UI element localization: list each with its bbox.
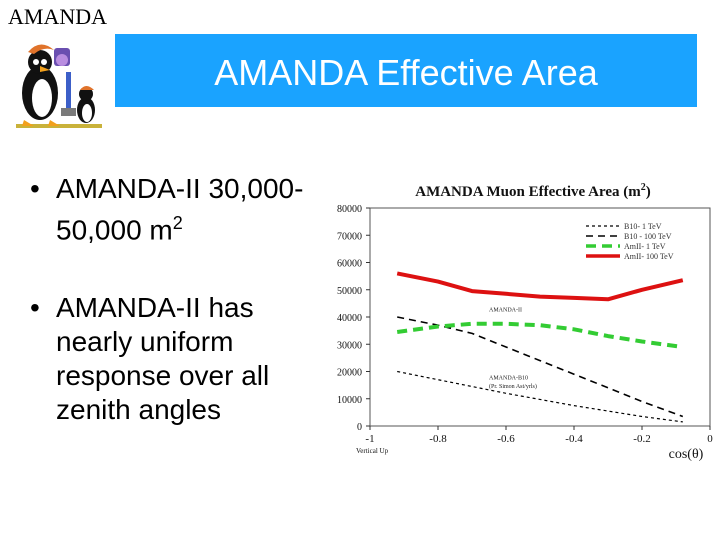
series-line — [397, 370, 683, 423]
x-tick-label: -0.4 — [565, 433, 583, 445]
legend-label: AmII- 1 TeV — [624, 242, 666, 251]
chart-title: AMANDA Muon Effective Area (m2) — [415, 182, 651, 200]
x-tick-label: -1 — [365, 433, 374, 445]
y-tick-label: 60000 — [337, 259, 362, 270]
y-tick-label: 80000 — [337, 204, 362, 215]
x-tick-label: -0.2 — [633, 433, 650, 445]
bullet-text: AMANDA-II 30,000-50,000 m — [56, 173, 304, 246]
chart-annotation: (Pr. Simon Ast/yrls) — [489, 383, 537, 390]
y-tick-label: 20000 — [337, 368, 362, 379]
x-tick-label: -0.8 — [429, 433, 447, 445]
y-tick-label: 40000 — [337, 313, 362, 324]
x-tick-label: 0 — [707, 433, 713, 445]
effective-area-chart: AMANDA Muon Effective Area (m2) cos(θ) V… — [337, 182, 713, 462]
legend-label: B10- 1 TeV — [624, 222, 662, 231]
y-tick-label: 10000 — [337, 395, 362, 406]
series-line — [396, 321, 684, 349]
series-line — [396, 271, 684, 302]
penguin-logo — [16, 44, 102, 128]
y-tick-label: 0 — [357, 422, 362, 433]
y-tick-label: 70000 — [337, 231, 362, 242]
bullet-superscript: 2 — [172, 213, 183, 233]
legend-label: B10 - 100 TeV — [624, 232, 672, 241]
x-axis-label: cos(θ) — [669, 447, 704, 462]
chart-annotation: AMANDA-II — [489, 308, 522, 314]
corner-label: AMANDA — [8, 4, 107, 29]
bullet-dot: • — [30, 173, 40, 204]
title-banner: AMANDA Effective Area — [115, 34, 697, 107]
slide-title: AMANDA Effective Area — [214, 52, 598, 93]
chart-annotation: AMANDA-B10 — [489, 376, 528, 382]
legend-label: AmII- 100 TeV — [624, 252, 674, 261]
x-tick-label: -0.6 — [497, 433, 515, 445]
y-tick-label: 50000 — [337, 286, 362, 297]
bullet-list: • AMANDA-II 30,000-50,000 m2 • AMANDA-II… — [30, 172, 320, 471]
bullet-item: • AMANDA-II has nearly uniform response … — [30, 291, 320, 427]
bullet-text: AMANDA-II has nearly uniform response ov… — [56, 292, 270, 426]
bullet-item: • AMANDA-II 30,000-50,000 m2 — [30, 172, 320, 247]
x-axis-vertical-up-label: Vertical Up — [356, 447, 389, 455]
series-line — [397, 316, 684, 418]
bullet-dot: • — [30, 292, 40, 324]
y-tick-label: 30000 — [337, 340, 362, 351]
